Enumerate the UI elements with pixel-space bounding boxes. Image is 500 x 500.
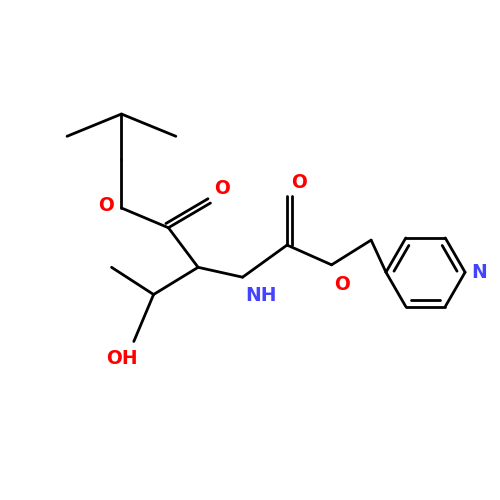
Text: N: N [471,263,487,282]
Text: O: O [214,179,230,198]
Text: O: O [291,172,307,192]
Text: NH: NH [245,286,276,305]
Text: O: O [334,274,350,293]
Text: OH: OH [106,349,138,368]
Text: O: O [98,196,114,215]
